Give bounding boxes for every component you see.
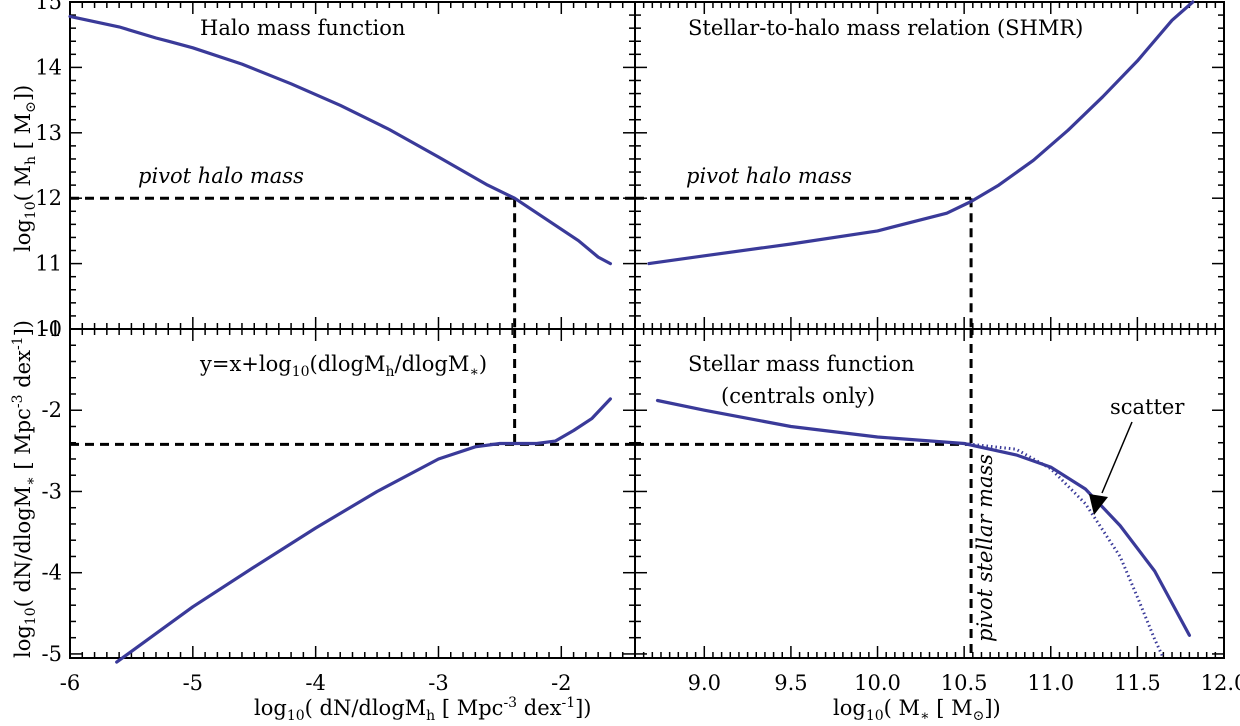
bottom-right-frame [634,328,1225,659]
y-tick-label: -2 [42,398,62,422]
x-tick-label: 10.0 [854,671,901,695]
x-tick-label: 10.5 [941,671,988,695]
tl-pivot-label: pivot halo mass [138,164,304,188]
tr-title: Stellar-to-halo mass relation (SHMR) [688,16,1083,40]
y-axis-label-bottom: log10( dN/dlogM∗ [ Mpc-3 dex-1]) [10,320,39,658]
y-tick-label: -1 [42,317,62,341]
x-tick-label: -6 [60,671,80,695]
top-left-series-solid [68,14,612,266]
y-axis-label-top: log10( Mh [ M⊙]) [11,85,39,252]
x-tick-label: -4 [305,671,325,695]
y-tick-label: 12 [35,186,62,210]
x-tick-label: 11.5 [1114,671,1161,695]
y-tick-label: -3 [42,479,62,503]
y-tick-label: -4 [42,561,62,585]
y-tick-label: 15 [35,0,62,14]
x-tick-label: -3 [428,671,448,695]
br-title: Stellar mass function [688,352,915,376]
br-pivot-stellar-label: pivot stellar mass [973,454,997,642]
y-tick-label: 10 [35,317,62,341]
bottom-right-series-solid [655,398,1191,637]
x-tick-label: 12.0 [1201,671,1240,695]
tr-pivot-label: pivot halo mass [686,164,852,188]
x-axis-label-left: log10( dN/dlogMh [ Mpc-3 dex-1]) [254,695,592,724]
top-right-series-solid [647,0,1195,266]
scatter-arrow-head [1089,494,1108,515]
x-axis-label-right: log10( M∗ [ M⊙]) [833,696,1001,724]
x-tick-label: -5 [183,671,203,695]
scatter-arrow-shaft [1101,421,1133,494]
bottom-left-frame [69,328,636,659]
x-tick-label: -2 [551,671,571,695]
bottom-left-series-solid [115,397,612,664]
y-tick-label: -5 [42,642,62,666]
x-tick-label: 11.0 [1027,671,1074,695]
x-tick-label: 9.5 [774,671,807,695]
bl-title: y=x+log10(dlogMh/dlogM∗) [199,352,487,380]
bottom-right-series-dotted [963,442,1165,659]
br-subtitle: (centrals only) [721,384,875,408]
panels: 10 11 12 13 14 15 -6 -5 -4 -3 -2 -5 -4 -3 -2 -1 9.0 9.5 10… [35,0,1240,695]
x-tick-label: 9.0 [688,671,721,695]
br-scatter-label: scatter [1110,395,1185,419]
tl-title: Halo mass function [200,16,405,40]
y-tick-label: 14 [35,55,62,79]
y-tick-label: 13 [35,121,62,145]
y-tick-label: 11 [35,252,62,276]
